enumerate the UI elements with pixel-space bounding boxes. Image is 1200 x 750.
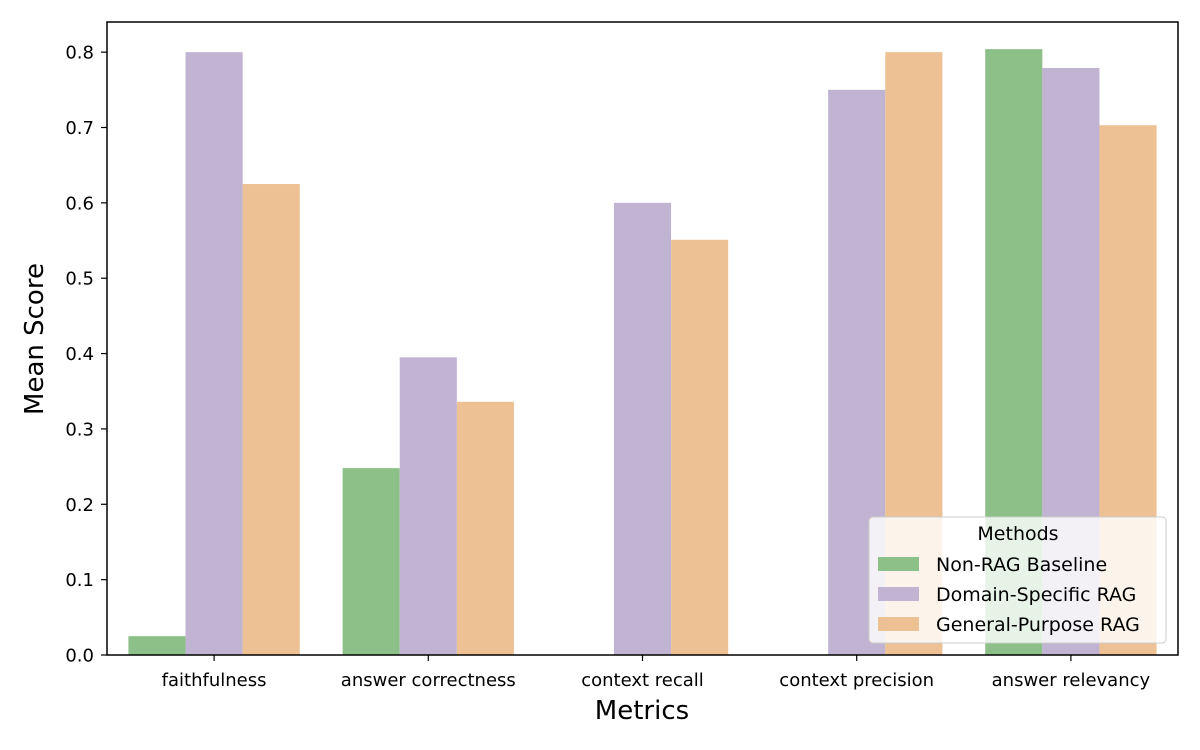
bar-general-purpose-rag-faithfulness xyxy=(242,184,300,655)
legend-swatch xyxy=(878,557,919,571)
bar-domain-specific-rag-faithfulness xyxy=(185,52,243,655)
bars-group xyxy=(128,49,1157,656)
y-tick-label: 0.4 xyxy=(65,344,94,365)
y-tick-label: 0.7 xyxy=(65,118,94,139)
y-tick-label: 0.8 xyxy=(65,43,94,64)
x-axis-title: Metrics xyxy=(595,696,689,726)
legend-label: Domain-Specific RAG xyxy=(936,584,1136,606)
y-axis-title: Mean Score xyxy=(20,263,50,415)
x-tick-label: faithfulness xyxy=(162,670,267,691)
bar-general-purpose-rag-answer-correctness xyxy=(456,401,514,655)
y-tick-label: 0.5 xyxy=(65,269,94,290)
y-tick-label: 0.3 xyxy=(65,419,94,440)
legend-swatch xyxy=(878,587,919,601)
x-tick-label: answer relevancy xyxy=(992,670,1151,691)
bar-non-rag-baseline-faithfulness xyxy=(128,636,186,655)
legend-label: Non-RAG Baseline xyxy=(936,554,1107,576)
y-axis: 0.0 0.1 0.2 0.3 0.4 0.5 0.6 0.7 0.8 xyxy=(65,43,107,667)
bar-domain-specific-rag-answer-correctness xyxy=(399,357,457,655)
legend-items: Non-RAG Baseline Domain-Specific RAG Gener… xyxy=(878,554,1140,636)
x-axis: faithfulness answer correctness context re… xyxy=(162,655,1151,691)
x-tick-label: context precision xyxy=(779,670,934,691)
y-tick-label: 0.1 xyxy=(65,570,94,591)
x-tick-label: context recall xyxy=(581,670,704,691)
legend-box xyxy=(868,516,1167,644)
y-tick-label: 0.0 xyxy=(65,646,94,667)
bar-general-purpose-rag-context-recall xyxy=(671,239,729,655)
y-tick-label: 0.6 xyxy=(65,193,94,214)
legend-label: General-Purpose RAG xyxy=(936,614,1140,636)
bar-domain-specific-rag-context-recall xyxy=(613,202,672,656)
legend-swatch xyxy=(878,617,919,631)
legend-title: Methods xyxy=(977,523,1058,545)
bar-non-rag-baseline-answer-correctness xyxy=(342,468,400,655)
x-tick-label: answer correctness xyxy=(341,670,516,691)
y-tick-label: 0.2 xyxy=(65,495,94,516)
legend: Methods Non-RAG Baseline Domain-Specific … xyxy=(868,516,1167,644)
